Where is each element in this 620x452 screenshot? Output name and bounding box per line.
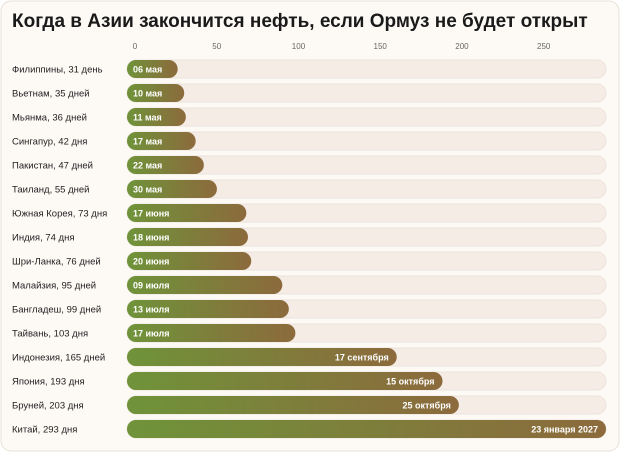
x-tick-label: 200 (455, 42, 469, 51)
bar (127, 84, 185, 102)
y-tick-label: Япония, 193 дня (12, 377, 85, 388)
y-tick-label: Пакистан, 47 дней (12, 161, 93, 172)
bar (127, 156, 204, 174)
value-label: 18 июня (133, 232, 169, 242)
bar (127, 396, 459, 414)
x-tick-label: 100 (292, 42, 306, 51)
y-tick-label: Индонезия, 165 дней (12, 353, 105, 364)
x-tick-label: 0 (133, 42, 138, 51)
value-label: 06 мая (133, 64, 162, 74)
y-tick-label: Тайвань, 103 дня (12, 329, 88, 340)
y-tick-label: Мьянма, 36 дней (12, 113, 87, 124)
bar (127, 324, 296, 342)
value-label: 25 октября (402, 400, 450, 410)
bar (127, 132, 196, 150)
value-label: 13 июля (133, 304, 169, 314)
value-label: 10 мая (133, 88, 162, 98)
value-label: 22 мая (133, 160, 162, 170)
value-label: 30 мая (133, 184, 162, 194)
bar (127, 180, 217, 198)
track (126, 83, 607, 103)
track (126, 131, 607, 151)
value-label: 17 мая (133, 136, 162, 146)
value-label: 20 июня (133, 256, 169, 266)
x-tick-label: 150 (374, 42, 388, 51)
bar (127, 204, 247, 222)
value-label: 17 июля (133, 328, 169, 338)
y-tick-label: Бангладеш, 99 дней (12, 305, 101, 316)
value-label: 15 октября (386, 376, 434, 386)
y-tick-label: Малайзия, 95 дней (12, 281, 96, 292)
bar (127, 228, 248, 246)
x-tick-label: 50 (212, 42, 221, 51)
bar (127, 60, 178, 78)
y-tick-label: Китай, 293 дня (12, 425, 77, 436)
bar (127, 420, 606, 438)
value-label: 17 июня (133, 208, 169, 218)
value-label: 23 января 2027 (531, 424, 598, 434)
bar (127, 276, 283, 294)
track (126, 107, 607, 127)
bar (127, 252, 252, 270)
y-tick-label: Таиланд, 55 дней (12, 185, 89, 196)
value-label: 11 мая (133, 112, 162, 122)
chart-title: Когда в Азии закончится нефть, если Орму… (12, 11, 588, 32)
x-tick-label: 250 (537, 42, 551, 51)
bar (127, 300, 289, 318)
track (126, 59, 607, 79)
value-label: 09 июля (133, 280, 169, 290)
y-tick-label: Шри-Ланка, 76 дней (12, 257, 101, 268)
bar (127, 108, 186, 126)
y-tick-label: Индия, 74 дня (12, 233, 75, 244)
y-tick-label: Вьетнам, 35 дней (12, 89, 90, 100)
y-tick-label: Филиппины, 31 день (12, 65, 103, 76)
bar (127, 348, 397, 366)
bar (127, 372, 443, 390)
y-tick-label: Сингапур, 42 дня (12, 137, 87, 148)
y-tick-label: Южная Корея, 73 дня (12, 209, 107, 220)
y-tick-label: Бруней, 203 дня (12, 401, 84, 412)
value-label: 17 сентября (335, 352, 389, 362)
